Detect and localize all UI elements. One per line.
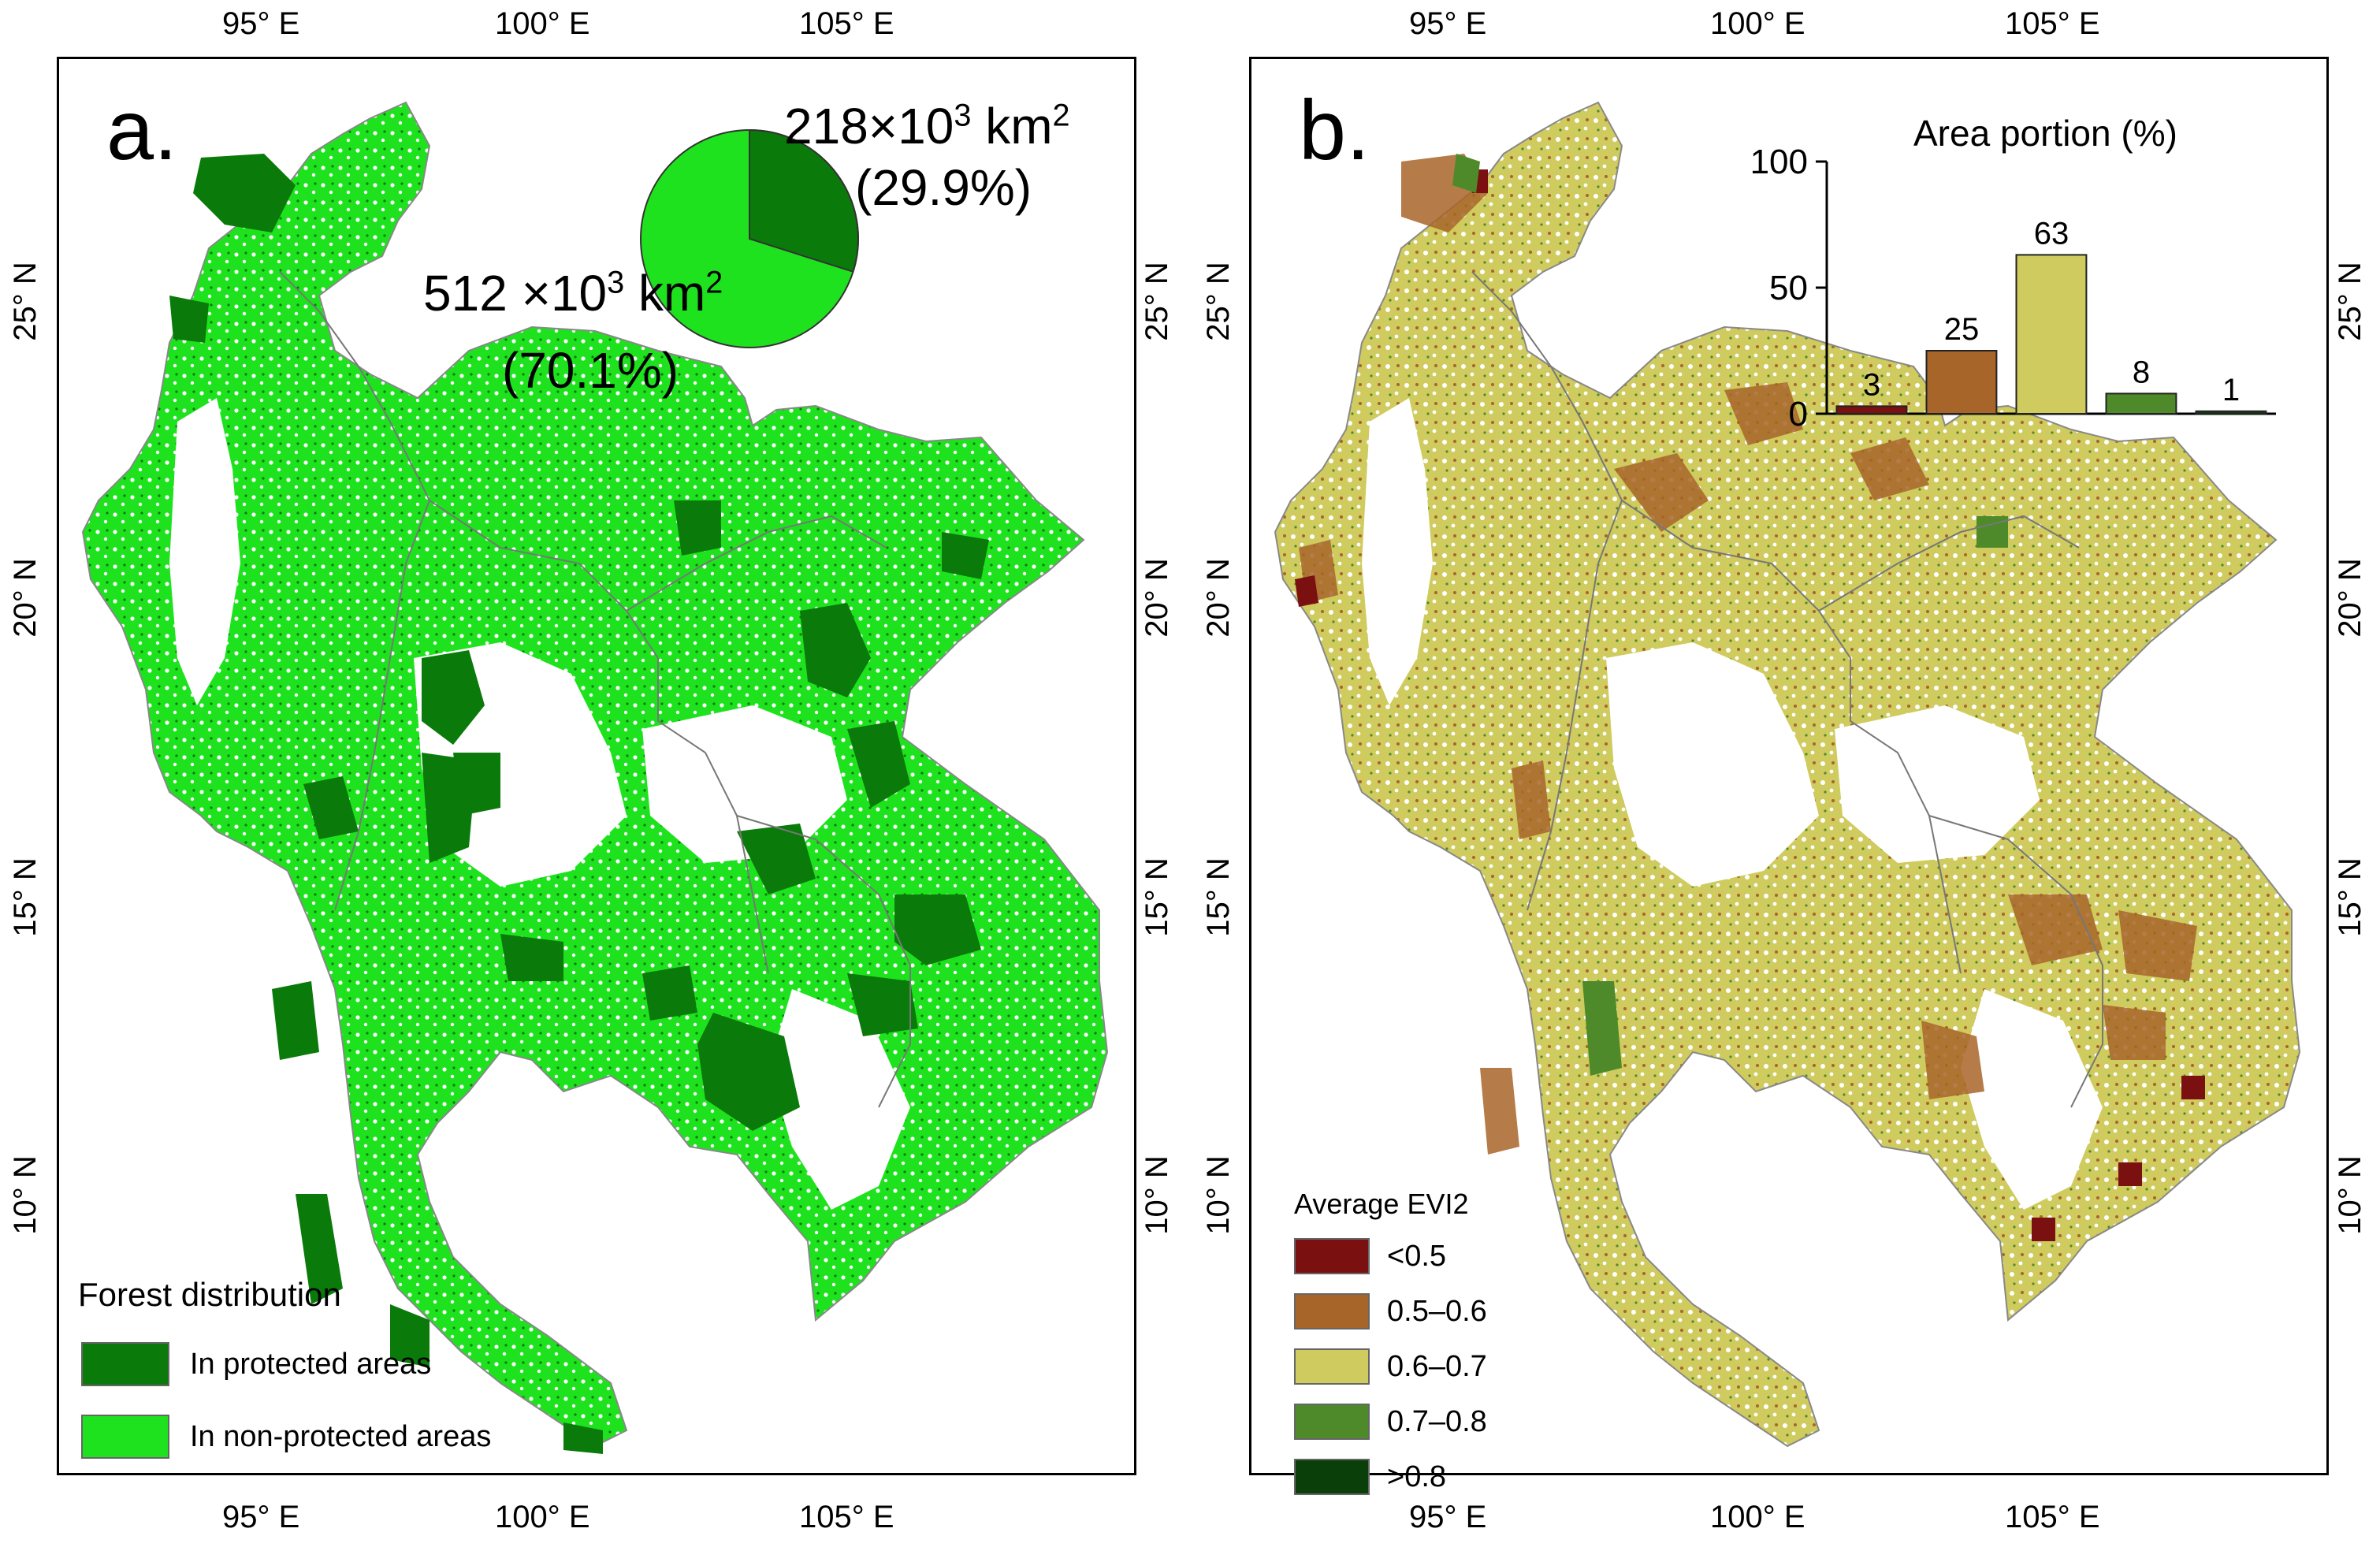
non-forest-b-4 — [1961, 989, 2103, 1210]
non-forest-b-1 — [1362, 398, 1433, 705]
nonprotected-area-percent: (70.1%) — [502, 342, 679, 399]
lat-label-b-left-15: 15° N — [1200, 857, 1236, 937]
lon-label-a-bottom-100: 100° E — [495, 1500, 590, 1534]
legend-item-evi2-0: <0.5 — [1294, 1238, 1446, 1274]
bar-4 — [2195, 410, 2267, 415]
non-forest-b-2 — [1606, 642, 1819, 887]
legend-item-evi2-2: 0.6–0.7 — [1294, 1348, 1487, 1385]
protection-share-pie — [640, 128, 859, 348]
legend-swatch-protected — [81, 1342, 169, 1386]
legend-label-evi2-4: >0.8 — [1387, 1460, 1447, 1493]
chart-title: Area portion (%) — [1913, 113, 2177, 154]
legend-item-nonprotected: In non-protected areas — [81, 1415, 491, 1459]
country-borders-b — [1471, 271, 2103, 1108]
bar-value-label-1: 25 — [1944, 312, 1980, 347]
evi2-map — [1274, 101, 2301, 1448]
legend-label-evi2-2: 0.6–0.7 — [1387, 1349, 1487, 1383]
legend-item-evi2-3: 0.7–0.8 — [1294, 1404, 1487, 1440]
lon-label-a-top-100: 100° E — [495, 6, 590, 41]
lon-label-b-bottom-105: 105° E — [2005, 1500, 2100, 1534]
lat-label-a-left-10: 10° N — [7, 1155, 43, 1235]
lon-label-b-bottom-95: 95° E — [1409, 1500, 1487, 1534]
legend-item-evi2-4: >0.8 — [1294, 1459, 1446, 1495]
lat-label-b-right-25: 25° N — [2332, 262, 2367, 341]
panel-b-evi2-map: b. Area portion (%) 0 50 100 3 25 63 8 1 Avera… — [1249, 57, 2329, 1495]
forest-legend-title: Forest distribution — [78, 1276, 341, 1313]
legend-swatch-evi2-3 — [1294, 1404, 1370, 1440]
lon-label-a-bottom-105: 105° E — [799, 1500, 894, 1534]
legend-item-protected: In protected areas — [81, 1342, 431, 1386]
evi2-patches-darkred — [1295, 169, 2205, 1241]
lon-label-b-top-95: 95° E — [1409, 6, 1487, 41]
lat-label-b-right-10: 10° N — [2332, 1155, 2367, 1235]
y-tick-label: 0 — [1789, 395, 1808, 433]
pie-slice-protected — [749, 128, 859, 273]
lat-label-a-left-25: 25° N — [7, 262, 43, 341]
bar-value-label-3: 8 — [2133, 355, 2150, 389]
bar-value-label-2: 63 — [2034, 216, 2069, 251]
lon-label-a-top-95: 95° E — [222, 6, 300, 41]
lat-label-b-left-20: 20° N — [1200, 558, 1236, 638]
y-tick-label: 50 — [1769, 269, 1808, 307]
lat-label-a-right-20: 20° N — [1139, 558, 1174, 638]
evi2-patches-green — [1452, 154, 2008, 1076]
legend-swatch-evi2-4 — [1294, 1459, 1370, 1495]
bar-3 — [2105, 392, 2177, 415]
country-borders — [279, 271, 911, 1108]
legend-label-evi2-0: <0.5 — [1387, 1239, 1447, 1273]
bar-value-label-4: 1 — [2222, 373, 2240, 407]
panel-b-label: b. — [1299, 82, 1370, 177]
legend-label-nonprotected: In non-protected areas — [190, 1419, 492, 1453]
protected-forest-patches — [169, 154, 989, 1454]
lon-label-b-bottom-100: 100° E — [1710, 1500, 1805, 1534]
lon-label-a-top-105: 105° E — [799, 6, 894, 41]
panel-a-forest-distribution-map: a. 218×103 km2 (29.9%) 512 ×103 km2 (70.… — [57, 57, 1136, 1475]
lon-label-b-top-100: 100° E — [1710, 6, 1805, 41]
y-tick-label: 100 — [1750, 143, 1808, 181]
evi2-legend-title: Average EVI2 — [1294, 1188, 1469, 1220]
lat-label-a-right-10: 10° N — [1139, 1155, 1174, 1235]
lat-label-b-right-20: 20° N — [2332, 558, 2367, 638]
lat-label-a-left-20: 20° N — [7, 558, 43, 638]
legend-label-evi2-1: 0.5–0.6 — [1387, 1294, 1487, 1328]
non-forest-area-central-myanmar — [169, 398, 240, 705]
bar-1 — [1925, 350, 1998, 415]
lon-label-b-top-105: 105° E — [2005, 6, 2100, 41]
lat-label-b-left-25: 25° N — [1200, 262, 1236, 341]
legend-label-protected: In protected areas — [190, 1347, 432, 1381]
protected-area-percent: (29.9%) — [855, 159, 1032, 216]
protected-area-value: 218×103 km2 — [784, 98, 1070, 154]
lat-label-b-right-15: 15° N — [2332, 857, 2367, 937]
nonprotected-area-value: 512 ×103 km2 — [423, 265, 723, 322]
lat-label-b-left-10: 10° N — [1200, 1155, 1236, 1235]
bar-2 — [2015, 254, 2088, 415]
bar-value-label-0: 3 — [1863, 367, 1880, 402]
lon-label-a-bottom-95: 95° E — [222, 1500, 300, 1534]
evi2-patches-brown — [1299, 154, 2197, 1155]
non-forest-area-mekong-delta — [768, 989, 910, 1210]
legend-swatch-nonprotected — [81, 1415, 169, 1459]
lat-label-a-right-15: 15° N — [1139, 857, 1174, 937]
lat-label-a-left-15: 15° N — [7, 857, 43, 937]
legend-item-evi2-1: 0.5–0.6 — [1294, 1293, 1487, 1329]
bar-0 — [1835, 405, 1908, 415]
lat-label-a-right-25: 25° N — [1139, 262, 1174, 341]
legend-swatch-evi2-2 — [1294, 1348, 1370, 1385]
forest-distribution-map — [81, 101, 1109, 1454]
legend-label-evi2-3: 0.7–0.8 — [1387, 1404, 1487, 1438]
legend-swatch-evi2-0 — [1294, 1238, 1370, 1274]
legend-swatch-evi2-1 — [1294, 1293, 1370, 1329]
panel-a-label: a. — [106, 82, 178, 177]
area-portion-bar-chart: Area portion (%) 0 50 100 3 25 63 8 1 — [1750, 113, 2276, 433]
